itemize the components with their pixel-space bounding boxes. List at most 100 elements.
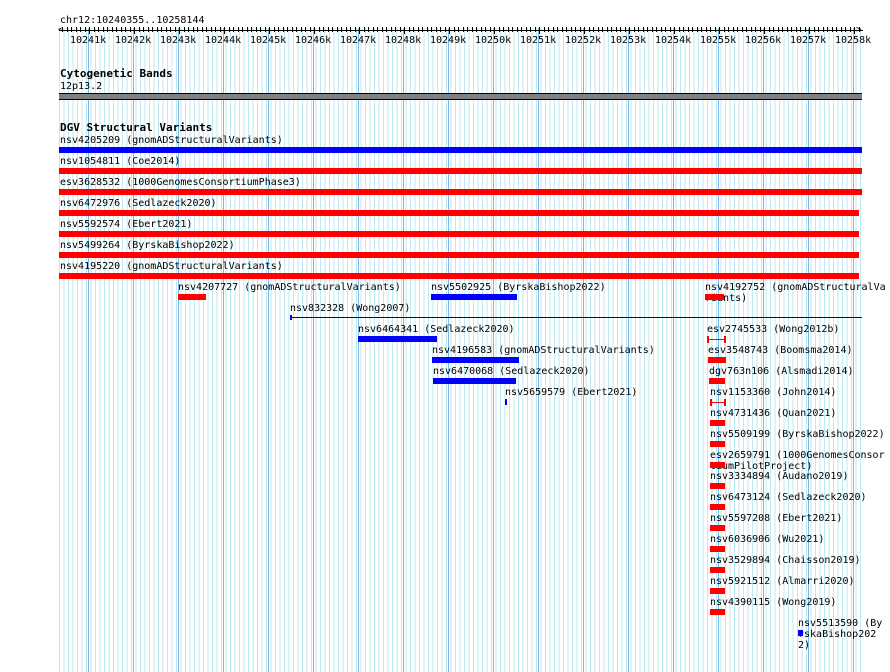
feature-label[interactable]: nsv4195220 (gnomADStructuralVariants)	[60, 261, 283, 272]
feature-label[interactable]: dgv763n106 (Alsmadi2014)	[709, 366, 854, 377]
ruler-tick	[854, 27, 855, 34]
feature-label[interactable]: nsv4731436 (Quan2021)	[710, 408, 837, 419]
feature-bar[interactable]	[178, 294, 206, 300]
feature-label[interactable]: nsv3529894 (Chaisson2019)	[710, 555, 861, 566]
ruler-tick	[84, 27, 86, 32]
ruler-tick	[674, 27, 675, 34]
feature-label[interactable]: esv2659791 (1000GenomesConsortiumPilotPr…	[710, 450, 885, 472]
feature-bar[interactable]	[59, 252, 859, 258]
ruler-tick	[206, 27, 207, 32]
feature-label[interactable]: nsv4205209 (gnomADStructuralVariants)	[60, 135, 283, 146]
ruler-tick	[561, 27, 563, 32]
ruler-tick	[755, 27, 756, 32]
feature-label[interactable]: nsv5592574 (Ebert2021)	[60, 219, 193, 230]
feature-label[interactable]: nsv5597208 (Ebert2021)	[710, 513, 843, 524]
feature-bar[interactable]	[59, 273, 859, 279]
ruler-tick	[737, 27, 738, 32]
ruler-tick	[183, 27, 185, 32]
ruler-tick	[678, 27, 680, 32]
feature-label[interactable]: nsv6470068 (Sedlazeck2020)	[433, 366, 590, 377]
cytoband-label: 12p13.2	[60, 81, 103, 92]
feature-bar[interactable]	[59, 189, 862, 195]
feature-label[interactable]: nsv5509199 (ByrskaBishop2022)	[710, 429, 885, 440]
ruler-tick	[242, 27, 243, 32]
ruler-tick	[300, 27, 302, 32]
ruler-tick	[237, 27, 239, 32]
ruler-tick	[390, 27, 392, 32]
feature-bar[interactable]	[505, 399, 507, 405]
feature-bar[interactable]	[431, 294, 517, 300]
ruler-tick	[804, 27, 806, 32]
feature-label[interactable]: nsv6472976 (Sedlazeck2020)	[60, 198, 217, 209]
feature-label[interactable]: nsv5513590 (ByrskaBishop2022)	[798, 618, 883, 651]
ruler-tick	[368, 27, 369, 32]
ruler-tick	[557, 27, 558, 32]
feature-bar[interactable]	[710, 483, 725, 489]
feature-label[interactable]: nsv1153360 (John2014)	[710, 387, 837, 398]
ruler-tick	[714, 27, 716, 32]
feature-bar[interactable]	[798, 630, 803, 636]
feature-line[interactable]	[290, 317, 862, 318]
ruler-tick	[660, 27, 662, 32]
feature-bar[interactable]	[59, 147, 862, 153]
feature-bar[interactable]	[710, 588, 725, 594]
feature-label[interactable]: nsv4192752 (gnomADStructuralVariants)	[705, 282, 886, 304]
ruler-tick	[426, 27, 428, 32]
ruler-tick	[597, 27, 599, 32]
feature-label[interactable]: nsv5659579 (Ebert2021)	[505, 387, 638, 398]
feature-bar[interactable]	[705, 294, 724, 300]
ruler-tick	[345, 27, 347, 32]
feature-label[interactable]: esv2745533 (Wong2012b)	[707, 324, 840, 335]
feature-bar[interactable]	[59, 168, 862, 174]
ruler-tick	[696, 27, 698, 32]
ruler-tick	[759, 27, 761, 32]
feature-bar[interactable]	[709, 378, 725, 384]
feature-bar[interactable]	[710, 546, 725, 552]
ruler-tick-label: 10248k	[385, 35, 422, 46]
ruler-tick	[152, 27, 153, 32]
ruler-tick	[800, 27, 801, 32]
feature-label[interactable]: nsv5921512 (Almarri2020)	[710, 576, 855, 587]
feature-bar[interactable]	[432, 357, 519, 363]
feature-interval[interactable]	[707, 336, 726, 343]
ruler-tick	[602, 27, 603, 32]
feature-label[interactable]: nsv4196583 (gnomADStructuralVariants)	[432, 345, 655, 356]
feature-bar[interactable]	[710, 420, 725, 426]
feature-bar[interactable]	[433, 378, 516, 384]
feature-label[interactable]: esv3628532 (1000GenomesConsortiumPhase3)	[60, 177, 301, 188]
feature-bar[interactable]	[708, 357, 726, 363]
ruler-tick	[255, 27, 257, 32]
ruler-tick	[710, 27, 711, 32]
feature-label[interactable]: nsv4207727 (gnomADStructuralVariants)	[178, 282, 401, 293]
feature-label[interactable]: nsv6473124 (Sedlazeck2020)	[710, 492, 867, 503]
feature-label[interactable]: esv3548743 (Boomsma2014)	[708, 345, 853, 356]
feature-label[interactable]: nsv6464341 (Sedlazeck2020)	[358, 324, 515, 335]
ruler-tick-label: 10245k	[250, 35, 287, 46]
feature-label[interactable]: nsv5499264 (ByrskaBishop2022)	[60, 240, 235, 251]
cytoband-bar[interactable]	[59, 93, 862, 100]
feature-label[interactable]: nsv3334894 (Audano2019)	[710, 471, 849, 482]
ruler-tick	[251, 27, 252, 32]
feature-label[interactable]: nsv832328 (Wong2007)	[290, 303, 411, 314]
feature-bar[interactable]	[710, 609, 725, 615]
feature-label[interactable]: nsv1054811 (Coe2014)	[60, 156, 181, 167]
feature-bar[interactable]	[710, 462, 725, 468]
ruler-tick-label: 10258k	[835, 35, 872, 46]
ruler-tick	[341, 27, 342, 32]
feature-bar[interactable]	[358, 336, 437, 342]
feature-bar[interactable]	[710, 504, 725, 510]
feature-bar[interactable]	[59, 231, 859, 237]
feature-bar[interactable]	[710, 567, 725, 573]
ruler-tick	[444, 27, 446, 32]
feature-bar[interactable]	[710, 441, 725, 447]
feature-label[interactable]: nsv6036906 (Wu2021)	[710, 534, 825, 545]
ruler-line[interactable]	[59, 30, 863, 31]
feature-bar[interactable]	[59, 210, 859, 216]
feature-label[interactable]: nsv5502925 (ByrskaBishop2022)	[431, 282, 606, 293]
feature-label[interactable]: nsv4390115 (Wong2019)	[710, 597, 837, 608]
feature-interval[interactable]	[710, 399, 726, 406]
ruler-tick-label: 10253k	[610, 35, 647, 46]
feature-bar[interactable]	[710, 525, 725, 531]
ruler-tick-label: 10241k	[70, 35, 107, 46]
ruler-tick	[413, 27, 414, 32]
